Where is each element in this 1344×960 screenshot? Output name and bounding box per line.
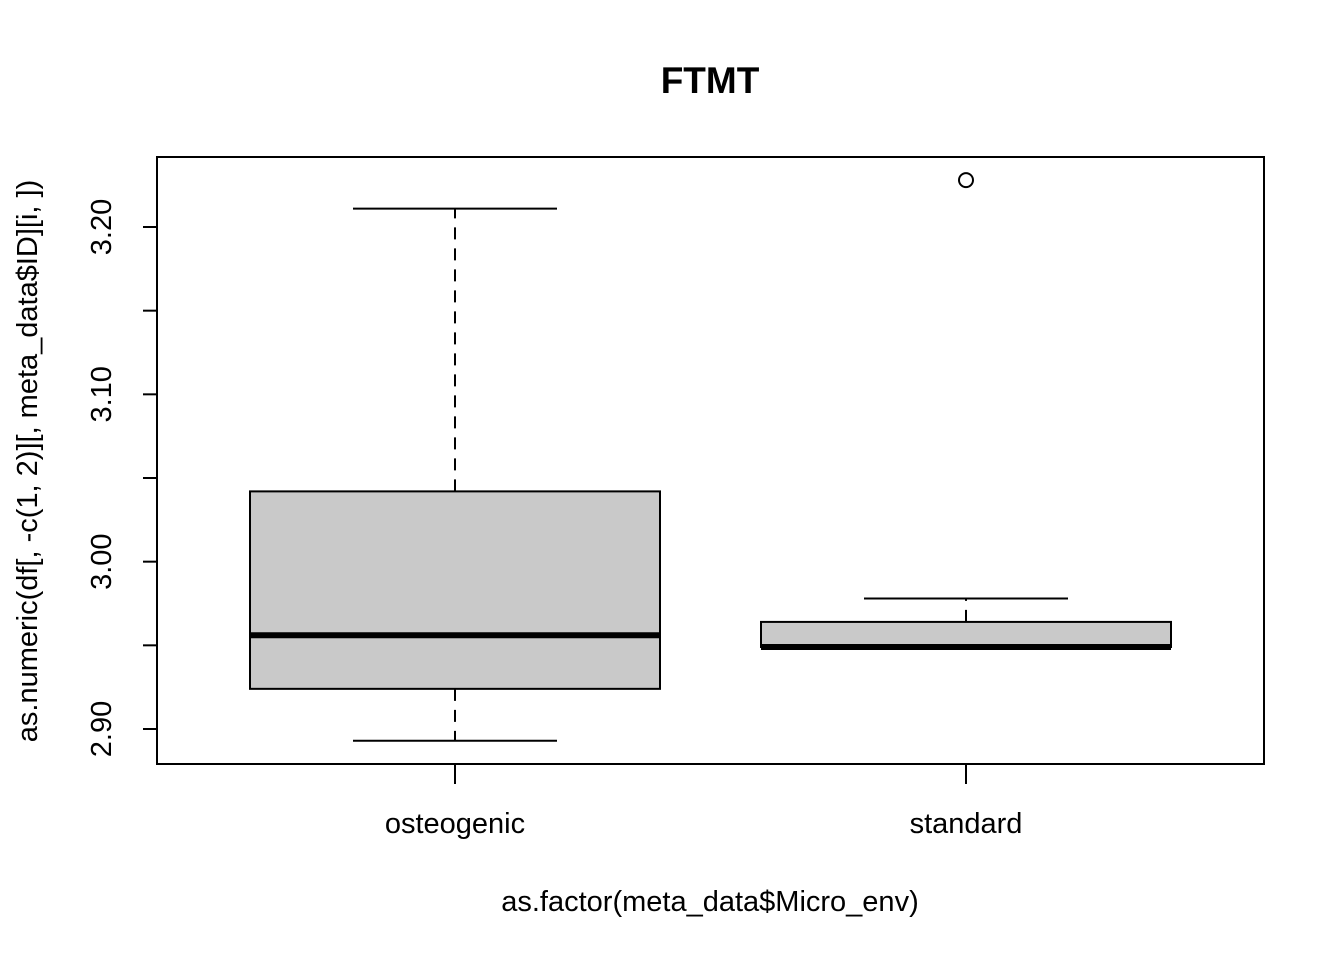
- chart-title: FTMT: [661, 60, 760, 101]
- iqr-box: [760, 620, 1172, 649]
- x-axis-label: as.factor(meta_data$Micro_env): [501, 886, 918, 918]
- y-tick-label: 3.20: [86, 199, 118, 255]
- y-tick-label: 2.90: [86, 701, 118, 757]
- box-standard: [760, 172, 1172, 651]
- x-tick-label: standard: [910, 808, 1023, 840]
- iqr-box: [249, 490, 661, 690]
- x-axis: osteogenic standard: [385, 764, 1023, 840]
- y-axis-label: as.numeric(df[, -c(1, 2)][, meta_data$ID…: [12, 180, 44, 742]
- plot-frame: [156, 156, 1265, 765]
- box-osteogenic: [249, 207, 661, 742]
- y-axis: 2.90 3.00 3.10 3.20: [86, 199, 157, 757]
- outlier-point: [958, 172, 974, 189]
- y-tick-label: 3.00: [86, 533, 118, 589]
- y-tick-label: 3.10: [86, 366, 118, 422]
- x-tick-label: osteogenic: [385, 808, 525, 840]
- boxes: [249, 172, 1172, 742]
